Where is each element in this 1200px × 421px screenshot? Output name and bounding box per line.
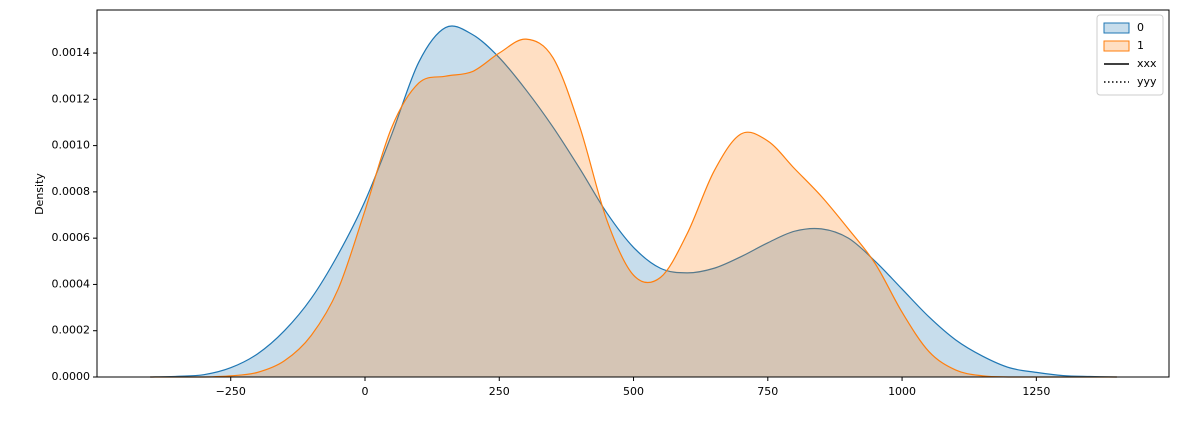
x-tick-label: 250 [489,385,510,398]
x-tick-label: 1250 [1022,385,1050,398]
y-axis-label: Density [33,173,46,215]
density-line [150,38,1117,378]
legend-label: yyy [1137,75,1157,88]
x-tick-label: 1000 [888,385,916,398]
y-tick-label: 0.0014 [52,46,91,59]
x-tick-label: −250 [216,385,246,398]
x-tick-label: 750 [757,385,778,398]
legend-label: xxx [1137,57,1157,70]
x-tick-label: 500 [623,385,644,398]
x-tick-label: 0 [362,385,369,398]
y-tick-label: 0.0012 [52,92,91,105]
y-tick-label: 0.0004 [52,277,91,290]
density-area [150,26,1117,378]
plot-frame [96,9,1170,378]
legend-swatch [1103,40,1130,52]
y-tick-label: 0.0006 [52,231,91,244]
density-line [150,25,1117,378]
y-tick-label: 0.0000 [52,370,91,383]
y-tick-label: 0.0010 [52,139,91,152]
legend-box [1096,14,1164,96]
legend-label: 1 [1137,39,1144,52]
y-tick-label: 0.0002 [52,324,91,337]
density-area [150,39,1117,377]
legend-swatch [1103,22,1130,34]
legend-label: 0 [1137,21,1144,34]
y-tick-label: 0.0008 [52,185,91,198]
